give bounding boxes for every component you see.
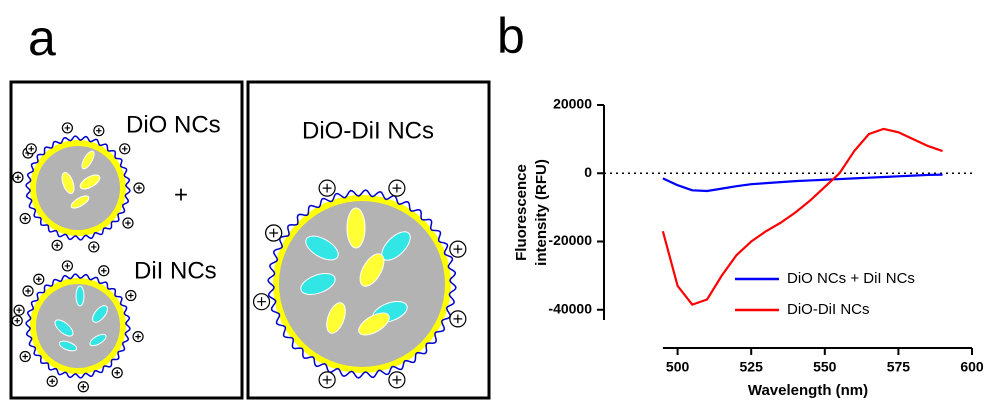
charge-sign	[28, 146, 35, 152]
dye	[79, 174, 101, 190]
dye	[359, 253, 385, 287]
dye	[300, 273, 336, 295]
diagram-label: DiI NCs	[134, 257, 217, 284]
charge-sign	[64, 125, 71, 131]
charge-sign	[125, 220, 131, 226]
x-tick-label: 550	[813, 359, 837, 375]
charge-sign	[128, 292, 134, 299]
panel-label: a	[28, 10, 56, 66]
charge-sign	[135, 333, 141, 340]
charge-sign	[257, 297, 266, 307]
x-tick-label: 500	[666, 359, 690, 375]
charge-sign	[54, 242, 60, 249]
diagram-box	[9, 80, 244, 400]
charge-sign	[25, 288, 31, 294]
x-axis-label: Wavelength (nm)	[748, 382, 868, 399]
dye	[58, 340, 78, 352]
particle-core	[36, 146, 120, 230]
charge-sign	[136, 185, 142, 191]
charge-sign	[114, 369, 120, 376]
legend-label: DiO-DiI NCs	[787, 301, 870, 318]
particle-ligand	[25, 135, 131, 241]
y-axis-label: Fluorescence	[513, 164, 530, 261]
panel-label: b	[497, 8, 525, 64]
charge-sign	[322, 375, 332, 385]
charge-sign	[14, 317, 20, 324]
diagram-label: +	[174, 181, 188, 208]
dye	[346, 207, 366, 249]
charge-sign	[453, 314, 463, 324]
dye	[54, 319, 74, 337]
charge-sign	[101, 267, 107, 274]
chart: 20000 0 -20000 -40000 500 525 550 575 600 Wavelen…	[513, 96, 984, 399]
dye	[61, 172, 75, 194]
charge-sign	[96, 127, 102, 134]
charge-sign	[80, 384, 87, 390]
series-line	[662, 173, 943, 193]
charge-sign	[22, 215, 28, 222]
diagram-box	[246, 80, 491, 400]
charge-sign	[392, 375, 402, 385]
charge-sign	[16, 307, 22, 313]
dye	[305, 235, 339, 261]
charge-sign	[15, 174, 21, 181]
charge-sign	[269, 228, 279, 238]
dye	[81, 150, 95, 170]
dye	[326, 302, 346, 334]
y-tick-label: -40000	[548, 300, 592, 316]
charge-sign	[22, 353, 28, 360]
charge-sign	[49, 378, 55, 385]
diagram-label: DiO-DiI NCs	[302, 117, 434, 144]
particles	[11, 122, 467, 393]
y-axis-label: intensity (RFU)	[533, 159, 550, 266]
dye	[358, 312, 390, 336]
legend-label: DiO NCs + DiI NCs	[787, 270, 915, 287]
dye	[92, 305, 108, 323]
series-line	[661, 127, 943, 306]
particle-core	[36, 284, 120, 368]
dye	[75, 285, 85, 307]
y-tick-label: -20000	[548, 232, 592, 248]
particle-ligand	[25, 273, 131, 379]
dye	[89, 333, 107, 347]
charge-sign	[91, 244, 97, 250]
particle-ligand	[267, 189, 457, 379]
y-tick-label: 20000	[553, 96, 592, 112]
x-tick-label: 575	[887, 359, 911, 375]
x-tick-label: 525	[740, 359, 764, 375]
x-tick-label: 600	[960, 359, 984, 375]
charge-sign	[322, 183, 332, 193]
charge-sign	[392, 183, 402, 193]
charge-sign	[64, 263, 71, 269]
charge-sign	[121, 146, 128, 152]
y-tick-label: 0	[584, 164, 592, 180]
dye	[70, 195, 90, 209]
diagram-label: DiO NCs	[126, 111, 221, 138]
charge-sign	[453, 244, 463, 254]
charge-sign	[36, 276, 42, 283]
